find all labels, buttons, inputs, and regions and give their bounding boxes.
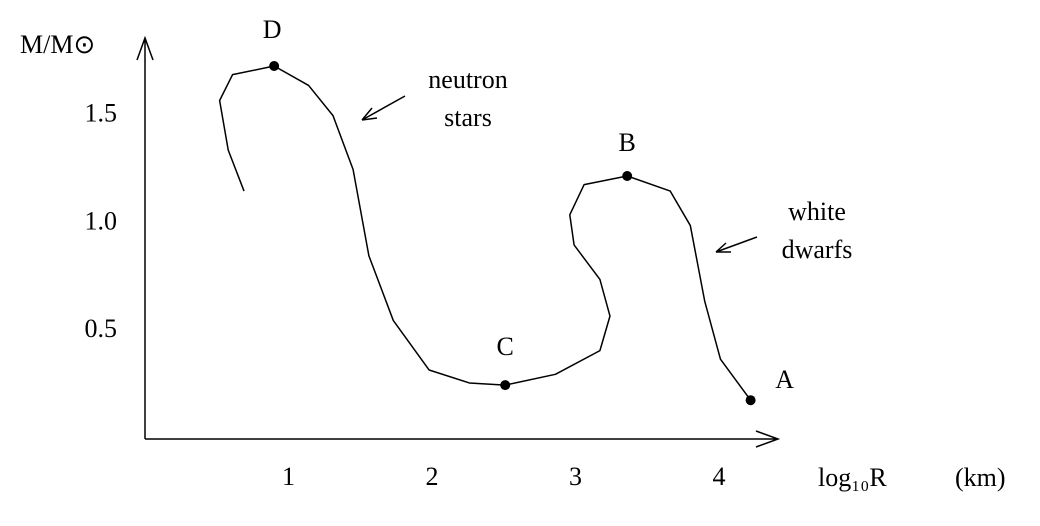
y-tick-label: 0.5 xyxy=(85,314,118,343)
annotation-line: neutron xyxy=(428,65,507,94)
curve xyxy=(218,65,752,401)
annotation: white dwarfs xyxy=(782,197,853,264)
point-label: B xyxy=(619,128,636,157)
point xyxy=(622,170,633,181)
annotation-line: stars xyxy=(444,103,492,132)
arrow xyxy=(361,95,406,121)
y-tick-label: 1.0 xyxy=(85,206,118,235)
point-label: C xyxy=(497,332,514,361)
point xyxy=(745,395,756,406)
y-tick-label: 1.5 xyxy=(85,99,118,128)
x-tick-label: 2 xyxy=(426,462,439,491)
x-tick-label: 1 xyxy=(282,462,295,491)
x-axis xyxy=(145,430,781,448)
x-tick-label: 4 xyxy=(713,462,726,491)
arrow xyxy=(715,236,758,253)
point xyxy=(500,380,511,391)
point xyxy=(269,61,280,72)
annotation-line: white xyxy=(788,197,846,226)
y-axis-label: M/M⊙ xyxy=(20,30,95,59)
annotation: neutron stars xyxy=(428,65,507,132)
x-axis-label: log₁₀R xyxy=(818,463,887,492)
x-axis-unit: (km) xyxy=(955,463,1006,492)
y-axis xyxy=(136,35,154,439)
x-tick-label: 3 xyxy=(569,462,582,491)
point-label: D xyxy=(263,15,282,44)
annotation-line: dwarfs xyxy=(782,235,853,264)
point-label: A xyxy=(775,365,794,394)
